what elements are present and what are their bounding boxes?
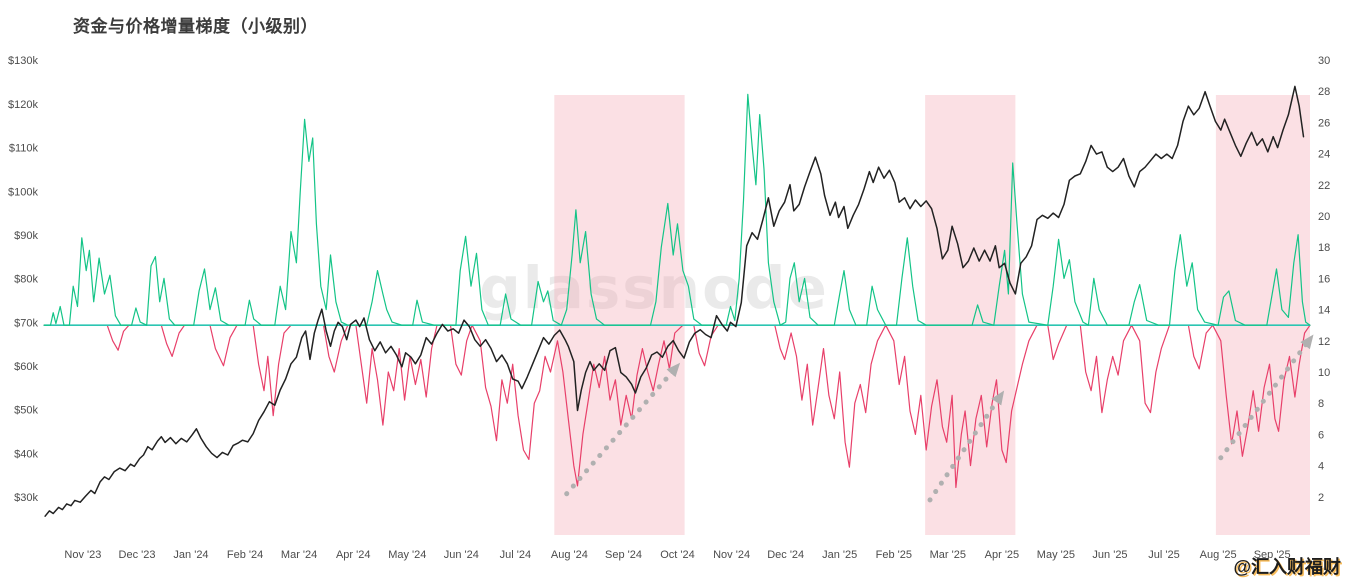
- right-axis-tick: 26: [1318, 117, 1330, 129]
- left-axis-tick: $100k: [8, 186, 38, 198]
- x-axis-tick: Apr '24: [336, 549, 371, 561]
- x-axis-tick: Aug '25: [1200, 549, 1237, 561]
- right-axis-tick: 10: [1318, 367, 1330, 379]
- x-axis-tick: Mar '24: [281, 549, 317, 561]
- highlight-band: [554, 95, 685, 535]
- author-credit: @汇入财福财: [1233, 557, 1341, 577]
- x-axis-tick: Jan '25: [822, 549, 857, 561]
- left-axis-tick: $60k: [14, 361, 38, 373]
- x-axis-tick: Dec '23: [119, 549, 156, 561]
- right-axis-tick: 18: [1318, 242, 1330, 254]
- x-axis-tick: Dec '24: [767, 549, 804, 561]
- x-axis-tick: May '25: [1037, 549, 1075, 561]
- x-axis-tick: Jan '24: [173, 549, 208, 561]
- right-axis-tick: 12: [1318, 336, 1330, 348]
- x-axis-tick: Apr '25: [985, 549, 1020, 561]
- right-axis-tick: 20: [1318, 211, 1330, 223]
- x-axis-tick: Aug '24: [551, 549, 588, 561]
- left-axis-tick: $40k: [14, 448, 38, 460]
- right-axis-tick: 8: [1318, 398, 1324, 410]
- right-axis-tick: 2: [1318, 492, 1324, 504]
- x-axis-tick: Sep '24: [605, 549, 642, 561]
- x-axis-tick: Feb '24: [227, 549, 263, 561]
- x-axis-tick: Jul '24: [500, 549, 531, 561]
- right-axis-tick: 4: [1318, 461, 1324, 473]
- left-axis-tick: $30k: [14, 492, 38, 504]
- right-axis-tick: 28: [1318, 86, 1330, 98]
- left-axis-tick: $120k: [8, 99, 38, 111]
- x-axis-tick: Jun '25: [1092, 549, 1127, 561]
- x-axis-tick: Feb '25: [876, 549, 912, 561]
- series-positive-gradient: [43, 93, 1311, 326]
- right-axis-tick: 14: [1318, 305, 1330, 317]
- x-axis-tick: Nov '23: [64, 549, 101, 561]
- x-axis-tick: May '24: [388, 549, 426, 561]
- highlight-band: [925, 95, 1016, 535]
- x-axis-tick: Oct '24: [660, 549, 695, 561]
- left-axis-tick: $90k: [14, 230, 38, 242]
- right-axis-tick: 30: [1318, 55, 1330, 67]
- series-btc-price: [44, 85, 1305, 517]
- left-axis-tick: $70k: [14, 317, 38, 329]
- left-axis-tick: $80k: [14, 274, 38, 286]
- trend-arrow: [927, 390, 1005, 503]
- x-axis-tick: Jul '25: [1148, 549, 1179, 561]
- highlight-band: [1215, 95, 1310, 535]
- right-axis-tick: 24: [1318, 149, 1330, 161]
- left-axis-tick: $110k: [9, 143, 39, 155]
- left-axis-tick: $50k: [14, 405, 38, 417]
- left-axis-tick: $130k: [8, 55, 38, 67]
- right-axis-tick: 22: [1318, 180, 1330, 192]
- right-axis-tick: 16: [1318, 273, 1330, 285]
- chart-title: 资金与价格增量梯度（小级别）: [73, 17, 318, 36]
- right-axis-tick: 6: [1318, 429, 1324, 441]
- x-axis-tick: Sep '25: [1254, 549, 1291, 561]
- trend-arrow: [564, 362, 681, 497]
- x-axis-tick: Mar '25: [930, 549, 966, 561]
- x-axis-tick: Nov '24: [713, 549, 750, 561]
- x-axis-tick: Jun '24: [444, 549, 479, 561]
